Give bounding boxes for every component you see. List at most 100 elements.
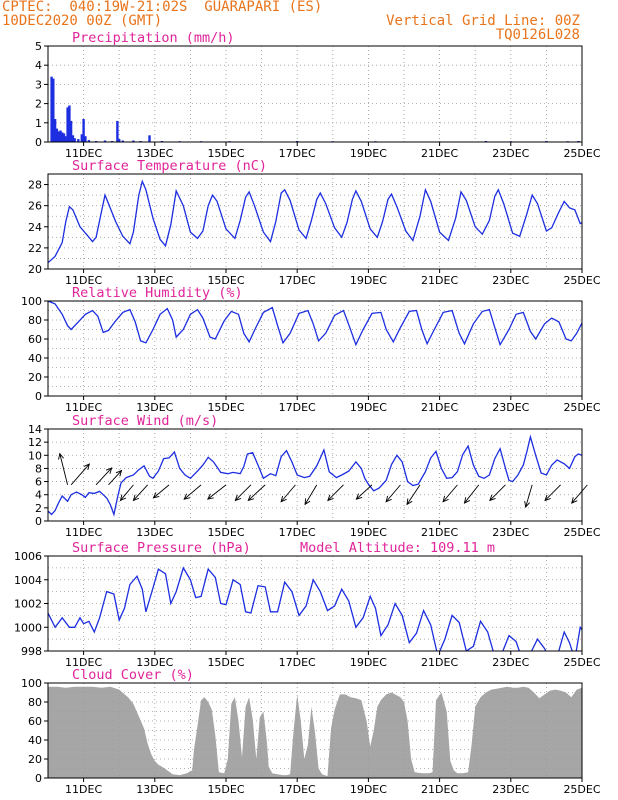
wind-vector-head <box>489 494 496 502</box>
humidity-line <box>48 301 582 347</box>
precipitation-bar <box>73 138 76 142</box>
humidity-xtick-label: 25DEC <box>563 401 600 414</box>
temperature-line <box>48 179 582 264</box>
wind-xtick-label: 23DEC <box>492 526 529 539</box>
cloud-xtick-label: 19DEC <box>350 783 387 796</box>
precipitation-bar <box>61 132 64 142</box>
pressure-xtick-label: 13DEC <box>136 656 173 669</box>
wind-vector-head <box>206 493 214 500</box>
cloud-ytick-label: 20 <box>28 753 42 766</box>
cloud-area <box>48 686 582 778</box>
precipitation-bar <box>77 139 80 142</box>
run-date: 10DEC2020 00Z (GMT) <box>2 13 163 29</box>
wind-vector <box>304 484 318 505</box>
precipitation-bar <box>66 107 69 142</box>
pressure-xtick-label: 21DEC <box>421 656 458 669</box>
humidity-ytick-label: 60 <box>28 333 42 346</box>
wind-vector-head <box>385 495 392 503</box>
temperature-xtick-label: 25DEC <box>563 274 600 287</box>
temperature-ytick-label: 28 <box>28 179 42 192</box>
precipitation-xtick-label: 13DEC <box>136 147 173 160</box>
precipitation-bar <box>84 136 87 142</box>
temperature-xtick-label: 23DEC <box>492 274 529 287</box>
humidity-ytick-label: 100 <box>21 295 42 308</box>
wind-vector-head <box>132 494 140 502</box>
wind-vector-head <box>524 500 531 508</box>
humidity-xtick-label: 23DEC <box>492 401 529 414</box>
precipitation-bar <box>132 140 135 142</box>
cloud-frame <box>47 682 583 779</box>
wind-vector-head <box>183 493 191 500</box>
humidity-title: Relative Humidity (%) <box>72 285 243 301</box>
wind-vector <box>153 484 170 499</box>
precipitation-bar <box>53 119 57 142</box>
wind-ytick-label: 14 <box>28 423 42 436</box>
temperature-xtick-label: 15DEC <box>207 274 244 287</box>
cloud-xtick-label: 25DEC <box>563 783 600 796</box>
precipitation-ytick-label: 5 <box>35 40 42 53</box>
wind-ytick-label: 12 <box>28 436 42 449</box>
wind-ytick-label: 10 <box>28 449 42 462</box>
wind-xtick-label: 15DEC <box>207 526 244 539</box>
cloud-xtick-label: 15DEC <box>207 783 244 796</box>
wind-title: Surface Wind (m/s) <box>72 413 218 429</box>
wind-vector <box>59 453 69 485</box>
wind-vector-head <box>105 467 113 474</box>
wind-vector <box>95 467 112 486</box>
wind-ytick-label: 6 <box>35 476 42 489</box>
pressure-title: Surface Pressure (hPa) <box>72 540 251 556</box>
cloud-xtick-label: 23DEC <box>492 783 529 796</box>
wind-vector-head <box>463 497 471 504</box>
pressure-xtick-label: 15DEC <box>207 656 244 669</box>
precipitation-bar <box>69 120 73 142</box>
wind-ytick-label: 4 <box>35 489 42 502</box>
wind-vector <box>247 484 266 501</box>
pressure-xtick-label: 11DEC <box>65 656 102 669</box>
wind-vector <box>525 484 533 508</box>
wind-xtick-label: 25DEC <box>563 526 600 539</box>
temperature-xtick-label: 21DEC <box>421 274 458 287</box>
wind-ytick-label: 0 <box>35 515 42 528</box>
precipitation-bar <box>52 78 55 142</box>
wind-vector-head <box>571 497 578 504</box>
grid-note: Vertical Grid Line: 00Z <box>386 13 580 29</box>
temperature-xtick-label: 17DEC <box>279 274 316 287</box>
precipitation-xtick-label: 23DEC <box>492 147 529 160</box>
station-header: CPTEC: 040:19W-21:02S GUARAPARI (ES) <box>2 0 323 15</box>
precipitation-xtick-label: 19DEC <box>350 147 387 160</box>
wind-xtick-label: 21DEC <box>421 526 458 539</box>
wind-line <box>48 434 582 517</box>
wind-xtick-label: 19DEC <box>350 526 387 539</box>
humidity-xtick-label: 15DEC <box>207 401 244 414</box>
precipitation-xtick-label: 11DEC <box>65 147 102 160</box>
humidity-xtick-label: 19DEC <box>350 401 387 414</box>
pressure-xtick-label: 19DEC <box>350 656 387 669</box>
precipitation-title: Precipitation (mm/h) <box>72 30 235 46</box>
precipitation-bar <box>68 105 71 142</box>
precipitation-bar <box>116 120 119 142</box>
wind-vector <box>280 484 296 503</box>
wind-vector-head <box>355 493 363 500</box>
temperature-ytick-label: 26 <box>28 200 42 213</box>
precipitation-ytick-label: 3 <box>35 78 42 91</box>
temperature-ytick-label: 24 <box>28 221 42 234</box>
humidity-ytick-label: 0 <box>35 390 42 403</box>
precipitation-xtick-label: 17DEC <box>279 147 316 160</box>
precipitation-xtick-label: 25DEC <box>563 147 600 160</box>
wind-vector <box>489 484 506 501</box>
cloud-xtick-label: 21DEC <box>421 783 458 796</box>
wind-vector <box>183 484 202 500</box>
wind-vector <box>327 484 344 501</box>
wind-vector-head <box>304 498 311 506</box>
precipitation-bar <box>82 119 85 142</box>
precipitation-bar <box>80 134 83 142</box>
cloud-ytick-label: 80 <box>28 696 42 709</box>
precipitation-xtick-label: 15DEC <box>207 147 244 160</box>
wind-vector <box>235 484 252 501</box>
temperature-ytick-label: 20 <box>28 263 42 276</box>
wind-vector-head <box>406 498 413 506</box>
temperature-ytick-label: 22 <box>28 242 42 255</box>
pressure-ytick-label: 1004 <box>14 574 42 587</box>
humidity-frame <box>47 300 583 397</box>
wind-vector-head <box>442 495 449 503</box>
